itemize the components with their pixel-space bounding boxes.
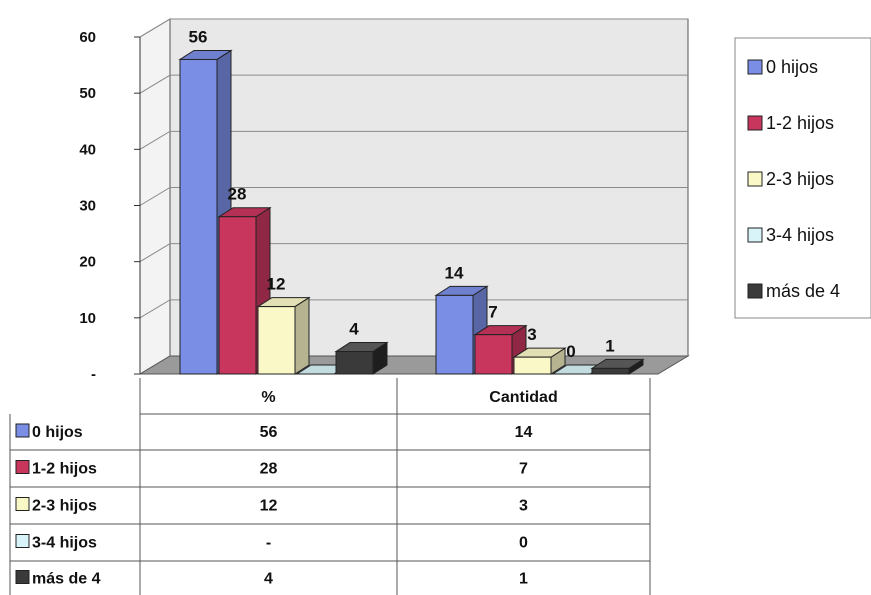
gridline (139, 130, 688, 150)
bar (256, 296, 311, 375)
y-tick-label: - (91, 366, 96, 383)
table-swatch (15, 497, 30, 511)
table-row: 0 hijos 56 14 (15, 423, 533, 441)
table-swatch (15, 570, 30, 584)
data-label: 1 (605, 336, 614, 355)
legend-item: más de 4 (747, 281, 840, 301)
legend-label: 3-4 hijos (766, 225, 834, 245)
data-label: 0 (566, 342, 575, 361)
table-cell: - (266, 535, 271, 552)
bar (590, 358, 645, 375)
legend-label: 1-2 hijos (766, 113, 834, 133)
legend-item: 3-4 hijos (747, 225, 834, 245)
bar (512, 347, 567, 375)
legend-label: 0 hijos (766, 57, 818, 77)
legend-item: 0 hijos (747, 57, 818, 77)
x-category-label: Cantidad (489, 389, 557, 406)
legend-label: más de 4 (766, 281, 840, 301)
table-swatch (15, 423, 30, 438)
table-cell: 4 (264, 571, 273, 588)
y-tick-label: 40 (79, 141, 96, 158)
data-label: 7 (488, 303, 497, 322)
table-cell: 56 (260, 424, 278, 441)
legend-swatch (747, 171, 763, 187)
legend-label: 2-3 hijos (766, 169, 834, 189)
legend-swatch (747, 115, 763, 131)
bar (334, 341, 389, 375)
y-tick-label: 60 (79, 29, 96, 46)
legend-swatch (747, 227, 763, 243)
legend-swatch (747, 283, 763, 299)
y-tick-label: 20 (79, 254, 96, 271)
table-cell: 28 (260, 461, 278, 478)
table-row: 1-2 hijos 28 7 (15, 460, 528, 478)
y-tick-label: 10 (79, 310, 96, 327)
table-cell: 3 (519, 498, 528, 515)
table-row-label: 2-3 hijos (32, 498, 97, 515)
table-row-label: más de 4 (32, 571, 101, 588)
table-swatch (15, 534, 30, 548)
data-label: 3 (527, 325, 536, 344)
data-label: 4 (349, 320, 359, 339)
y-tick-label: 30 (79, 198, 96, 215)
table-row-label: 0 hijos (32, 424, 83, 441)
y-tick-label: 50 (79, 85, 96, 102)
table-row-label: 1-2 hijos (32, 461, 97, 478)
data-label: 56 (189, 27, 208, 46)
table-cell: 12 (260, 498, 278, 515)
table-cell: 1 (519, 571, 528, 588)
gridline (139, 243, 688, 263)
legend-item: 2-3 hijos (747, 169, 834, 189)
table-row-label: 3-4 hijos (32, 535, 97, 552)
gridline (139, 299, 688, 319)
legend-item: 1-2 hijos (747, 113, 834, 133)
data-label: 14 (445, 263, 464, 282)
table-cell: 0 (519, 535, 528, 552)
gridline (139, 74, 688, 94)
legend: 0 hijos 1-2 hijos 2-3 hijos 3-4 hijos más de… (734, 37, 871, 319)
table-row: 2-3 hijos 12 3 (15, 497, 528, 515)
data-label: 28 (228, 185, 247, 204)
gridline (139, 187, 688, 206)
legend-swatch (747, 59, 763, 75)
data-label: 12 (267, 275, 286, 294)
table-swatch (15, 460, 30, 474)
bar (217, 206, 272, 375)
bar (434, 285, 489, 375)
gridline (139, 18, 688, 38)
x-category-label: % (261, 389, 275, 406)
table-cell: 7 (519, 461, 528, 478)
table-row: más de 4 4 1 (15, 570, 528, 588)
table-cell: 14 (515, 424, 533, 441)
table-row: 3-4 hijos - 0 (15, 534, 528, 552)
